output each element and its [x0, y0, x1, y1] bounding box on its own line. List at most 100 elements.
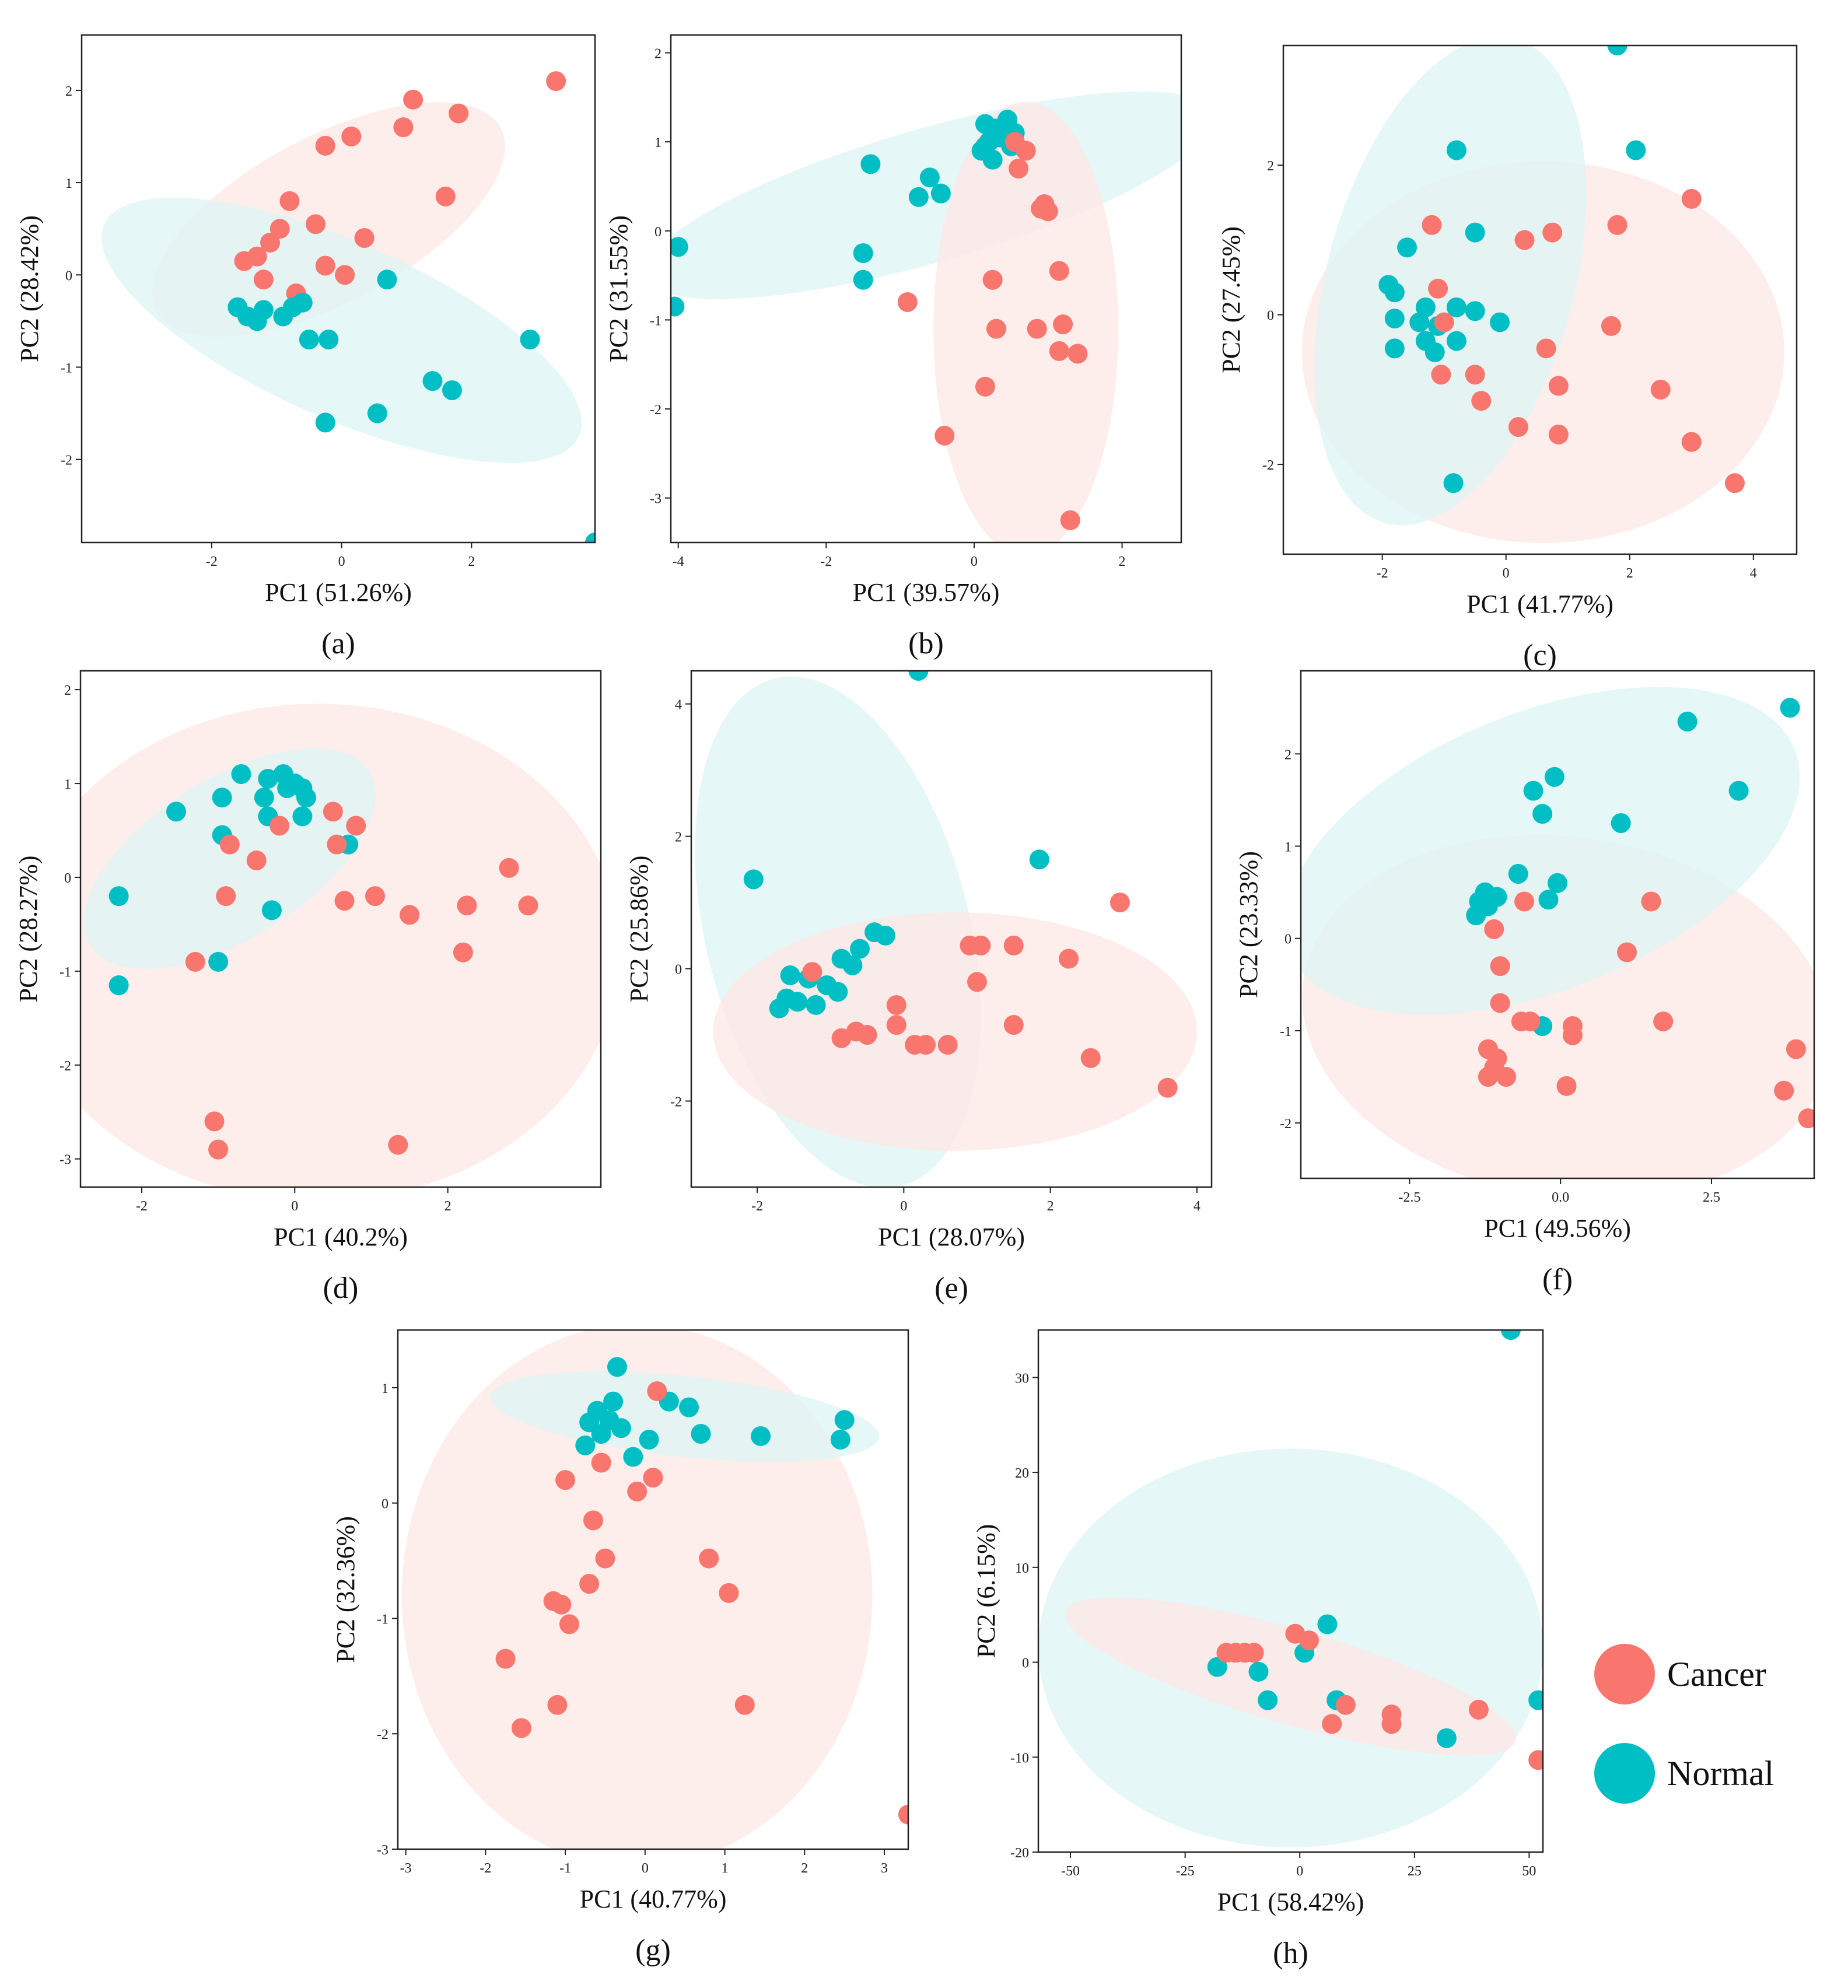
panel-c-frame	[1282, 44, 1798, 555]
panel-g-point-normal-8	[679, 1397, 699, 1418]
panel-f-point-cancer-1	[1641, 891, 1661, 912]
panel-a-point-cancer-13	[234, 251, 254, 271]
panel-b-point-cancer-9	[986, 318, 1006, 339]
panel-a-ytick-label-4: 2	[65, 84, 72, 99]
panel-f-point-normal-3	[1544, 766, 1564, 787]
panel-a-ytick-label-0: -2	[61, 453, 72, 468]
panel-a-point-cancer-15	[335, 265, 355, 285]
panel-g-point-cancer-9	[719, 1583, 739, 1603]
panel-h-point-cancer-10	[1468, 1699, 1489, 1720]
panel-g-point-cancer-6	[595, 1548, 615, 1569]
panel-c-point-cancer-13	[1650, 379, 1671, 400]
panel-a-point-cancer-7	[279, 191, 300, 211]
panel-g-xtick-label-3: 0	[642, 1861, 649, 1876]
panel-h-point-normal-3	[1207, 1657, 1227, 1677]
panel-b-point-cancer-10	[1027, 318, 1047, 339]
panel-c-point-cancer-11	[1548, 376, 1569, 396]
panel-f-point-cancer-3	[1617, 942, 1637, 963]
panel-f-point-normal-13	[1466, 905, 1486, 926]
panel-b: -4 -2 0 2 -3 -2 -1 0 1 2 PC1 (39.57%) PC2 (31.55%) (…	[604, 34, 1182, 660]
panel-b-point-normal-8	[975, 136, 995, 156]
panel-d-plot-area	[80, 704, 601, 1187]
panel-c-point-cancer-0	[1422, 215, 1442, 235]
panel-f-ellipse-normal	[1301, 687, 1800, 1015]
panel-d-ytick-label-0: -3	[60, 1153, 71, 1168]
panel-a-xtick-label-0: -2	[206, 554, 218, 569]
panel-e-point-cancer-11	[831, 1028, 852, 1048]
panel-b-point-normal-16	[671, 237, 688, 257]
panel-h-ytick-label-4: 20	[1015, 1466, 1029, 1481]
panel-h-point-cancer-5	[1298, 1630, 1319, 1651]
panel-b-ytick-label-2: -1	[650, 313, 662, 328]
panel-b-point-normal-12	[908, 187, 929, 207]
panel-f-ytick-label-1: -1	[1280, 1024, 1292, 1040]
panel-h-caption: (h)	[1273, 1937, 1308, 1970]
panel-d-point-cancer-7	[216, 886, 236, 907]
panel-f-xtick-label-1: 0.0	[1552, 1190, 1569, 1205]
panel-h-xlabel: PC1 (58.42%)	[1217, 1888, 1364, 1916]
panel-b-point-cancer-1	[1016, 141, 1036, 161]
panel-f-point-cancer-14	[1496, 1067, 1516, 1087]
panel-c-point-cancer-7	[1601, 316, 1621, 336]
panel-g-xtick-label-2: -1	[559, 1861, 571, 1876]
panel-d-ylabel: PC2 (28.27%)	[14, 856, 43, 1003]
panel-c-xtick-label-2: 2	[1626, 566, 1633, 581]
panel-e-point-normal-15	[769, 998, 789, 1019]
panel-f-frame	[1300, 670, 1815, 1180]
legend-label-cancer: Cancer	[1667, 1655, 1766, 1693]
panel-h-point-cancer-6	[1335, 1695, 1356, 1715]
panel-d-caption: (d)	[323, 1272, 359, 1305]
panel-h-plot-area	[1038, 1330, 1543, 1847]
panel-b-xlabel: PC1 (39.57%)	[853, 578, 1000, 607]
panel-e: -2 0 2 4 -2 0 2 4 PC1 (28.07%) PC2 (25.86%) (e)	[625, 670, 1213, 1305]
panel-b-point-normal-13	[930, 183, 951, 204]
panel-e-point-normal-1	[743, 869, 764, 890]
panel-g-xlabel: PC1 (40.77%)	[580, 1885, 727, 1913]
panel-b-point-cancer-13	[1068, 344, 1088, 364]
panel-a-xtick-label-2: 2	[468, 554, 475, 569]
panel-a-point-normal-13	[367, 403, 387, 424]
panel-d-point-cancer-16	[208, 1139, 229, 1160]
panel-h-point-cancer-11	[1528, 1750, 1543, 1770]
panel-b-point-normal-11	[919, 167, 940, 188]
panel-e-point-normal-7	[842, 955, 863, 975]
panel-f-point-normal-14	[1538, 890, 1559, 910]
panel-b-ytick-label-1: -2	[650, 402, 662, 418]
panel-a-point-cancer-9	[270, 219, 290, 239]
panel-e-point-normal-13	[788, 992, 808, 1012]
panel-c-xtick-label-3: 4	[1750, 566, 1757, 581]
panel-g-caption: (g)	[635, 1934, 671, 1967]
panel-f-point-cancer-16	[1556, 1076, 1577, 1096]
panel-b-point-cancer-15	[935, 425, 955, 446]
panel-g-point-cancer-8	[699, 1548, 719, 1569]
legend: Cancer Normal	[1575, 1633, 1808, 1808]
panel-e-xtick-label-3: 4	[1194, 1199, 1200, 1214]
panel-g-ytick-label-1: -2	[377, 1727, 388, 1742]
legend-key-cancer	[1594, 1644, 1655, 1704]
panel-a-ytick-label-1: -1	[61, 360, 72, 376]
panel-h-xtick-label-4: 50	[1522, 1864, 1536, 1879]
panel-e-caption: (e)	[935, 1272, 968, 1305]
panel-g-point-cancer-5	[583, 1510, 603, 1531]
panel-b-point-cancer-2	[1009, 158, 1029, 178]
panel-h-point-normal-7	[1436, 1728, 1457, 1748]
panel-e-point-normal-0	[908, 671, 929, 681]
panel-g-point-cancer-12	[559, 1614, 579, 1634]
panel-c-point-cancer-3	[1607, 215, 1628, 235]
panel-a-point-normal-7	[292, 292, 313, 313]
panel-e-point-cancer-2	[971, 935, 991, 956]
panel-b-point-cancer-14	[975, 376, 995, 397]
panel-g-point-normal-11	[834, 1410, 855, 1430]
panel-f-point-normal-1	[1677, 712, 1698, 732]
panel-e-frame	[690, 670, 1213, 1188]
panel-f-ytick-label-0: -2	[1280, 1116, 1292, 1132]
panel-b-ylabel: PC2 (31.55%)	[604, 215, 633, 362]
panel-f-ytick-label-2: 0	[1284, 932, 1292, 947]
panel-f-ytick-label-4: 2	[1284, 747, 1292, 762]
panel-e-xtick-label-0: -2	[751, 1199, 763, 1214]
panel-h-frame	[1037, 1329, 1544, 1853]
panel-h-point-cancer-3	[1244, 1643, 1264, 1663]
panel-g-point-cancer-16	[734, 1695, 755, 1715]
